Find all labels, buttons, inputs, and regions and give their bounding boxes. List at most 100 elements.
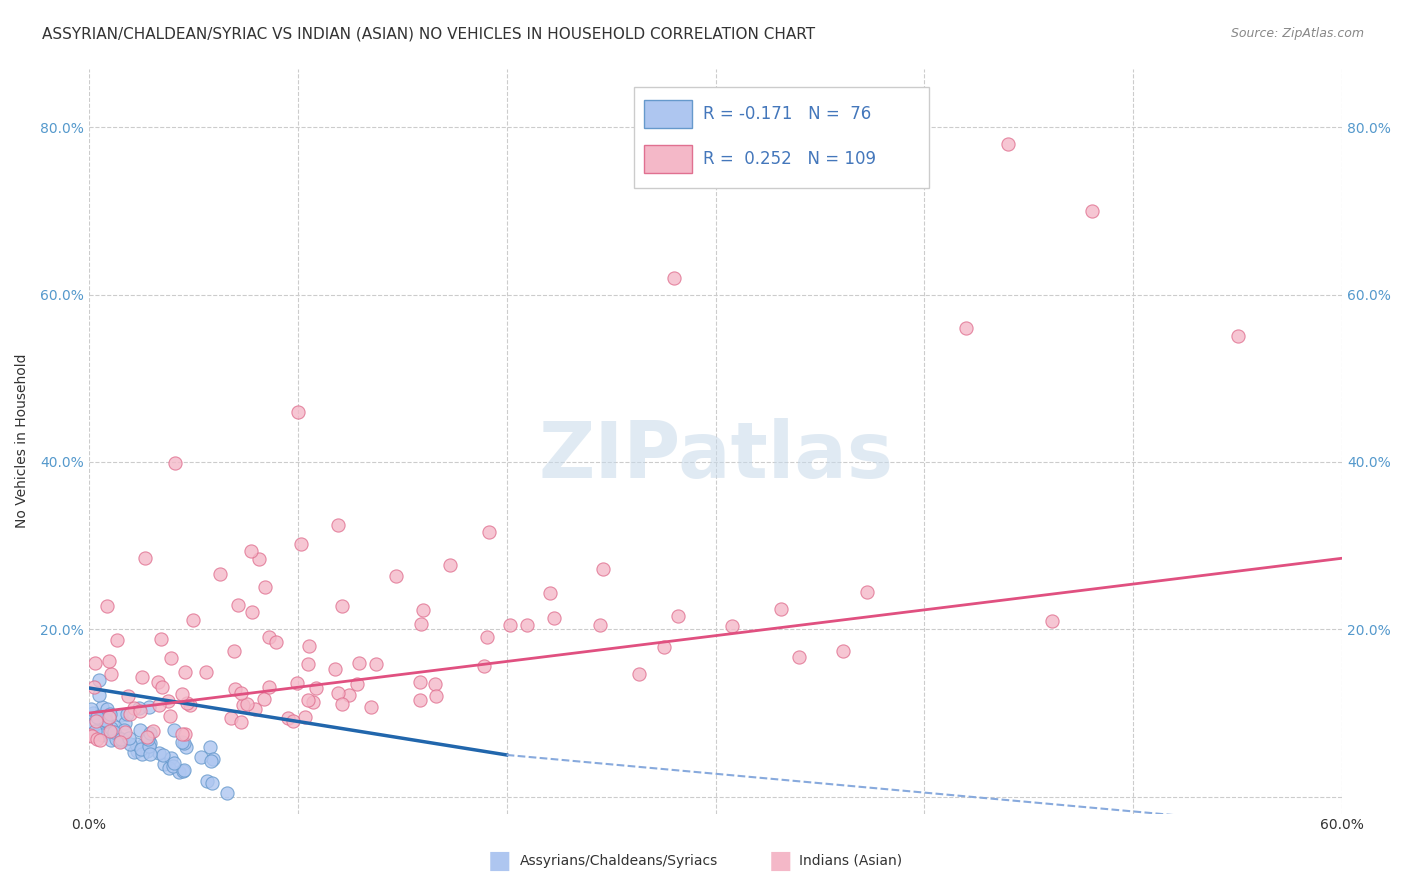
FancyBboxPatch shape (634, 87, 928, 187)
Point (150, 632, 173, 646)
Point (122, 700, 145, 714)
Point (150, 681, 173, 695)
Point (787, 650, 810, 665)
Point (89, 732, 111, 747)
Point (297, 693, 319, 707)
Point (257, 630, 280, 644)
Point (385, 569, 408, 583)
Point (277, 711, 299, 725)
Point (153, 757, 176, 772)
Point (112, 723, 135, 738)
Point (98, 724, 121, 739)
Point (138, 726, 160, 740)
Point (240, 544, 263, 558)
Point (285, 676, 308, 690)
Point (423, 677, 446, 691)
Point (98, 654, 121, 668)
Point (174, 740, 197, 755)
Point (89, 724, 111, 739)
Point (200, 754, 222, 768)
Point (96, 712, 118, 726)
Point (770, 602, 793, 616)
Point (228, 598, 250, 612)
Point (217, 786, 239, 800)
Point (287, 405, 309, 419)
Point (105, 633, 128, 648)
Bar (644, 145, 692, 173)
Point (91, 699, 114, 714)
Text: Indians (Asian): Indians (Asian) (799, 854, 901, 868)
Point (157, 694, 180, 708)
Point (409, 617, 432, 632)
Point (346, 676, 368, 690)
Point (94, 714, 117, 728)
Point (179, 698, 201, 713)
Point (409, 675, 432, 690)
Point (1226, 329, 1249, 343)
Point (190, 749, 212, 764)
Text: ASSYRIAN/CHALDEAN/SYRIAC VS INDIAN (ASIAN) NO VEHICLES IN HOUSEHOLD CORRELATION : ASSYRIAN/CHALDEAN/SYRIAC VS INDIAN (ASIA… (42, 27, 815, 42)
Point (110, 733, 132, 747)
Point (96, 724, 118, 739)
Point (86, 732, 108, 747)
Point (662, 270, 685, 285)
Point (125, 737, 148, 751)
Point (173, 727, 195, 741)
Point (148, 698, 170, 712)
Point (328, 686, 350, 700)
Point (131, 670, 153, 684)
Point (173, 764, 195, 778)
Point (118, 731, 141, 745)
Point (439, 558, 461, 573)
Point (86, 714, 108, 729)
Point (114, 716, 136, 731)
Point (247, 552, 270, 566)
Point (83, 717, 105, 731)
Point (83, 680, 105, 694)
Point (592, 562, 614, 576)
Point (588, 618, 610, 632)
Point (229, 686, 252, 700)
Text: Source: ZipAtlas.com: Source: ZipAtlas.com (1230, 27, 1364, 40)
Point (162, 723, 184, 738)
Point (666, 609, 689, 624)
Point (127, 744, 149, 758)
Point (122, 744, 145, 758)
Point (104, 720, 127, 734)
Point (162, 756, 184, 771)
Point (104, 727, 127, 741)
Point (138, 747, 160, 761)
Point (96, 599, 118, 613)
Point (628, 667, 651, 681)
Point (330, 697, 353, 711)
Point (472, 658, 495, 673)
Point (264, 635, 287, 649)
Point (89, 673, 111, 687)
Point (89, 714, 111, 728)
Point (118, 737, 141, 751)
Point (425, 690, 447, 704)
Point (412, 603, 434, 617)
Point (253, 692, 276, 706)
Text: ■: ■ (769, 849, 792, 872)
Point (1040, 615, 1063, 629)
Point (84, 657, 107, 671)
Point (142, 724, 165, 739)
Point (131, 747, 153, 761)
Point (201, 776, 224, 790)
Point (224, 681, 246, 696)
Point (330, 599, 353, 613)
Point (96, 724, 118, 739)
Point (170, 735, 193, 749)
Point (110, 731, 132, 746)
Point (281, 714, 304, 728)
Point (162, 758, 184, 772)
Point (146, 675, 169, 690)
Point (298, 639, 321, 653)
Point (138, 739, 160, 754)
Point (478, 524, 501, 539)
Point (294, 710, 316, 724)
Point (118, 706, 141, 721)
Point (98, 706, 121, 721)
Point (720, 619, 742, 633)
